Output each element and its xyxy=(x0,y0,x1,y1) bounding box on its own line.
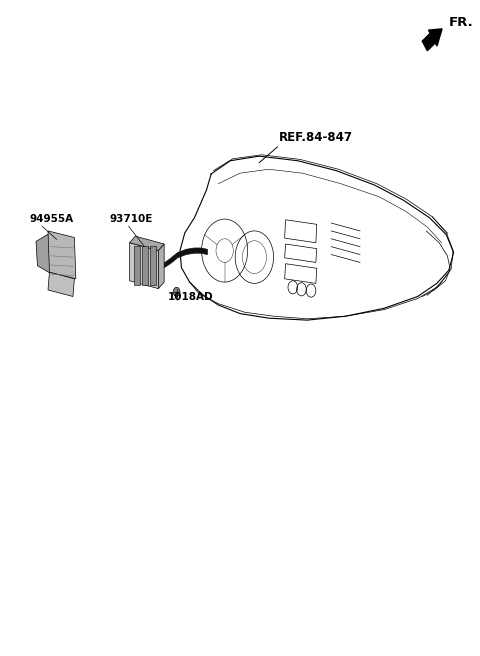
Polygon shape xyxy=(130,243,158,289)
Polygon shape xyxy=(134,246,140,285)
Polygon shape xyxy=(163,248,207,268)
Text: 93710E: 93710E xyxy=(109,215,153,224)
Polygon shape xyxy=(48,272,74,297)
Polygon shape xyxy=(142,246,148,285)
Polygon shape xyxy=(150,246,156,285)
Text: 1018AD: 1018AD xyxy=(168,292,214,302)
Circle shape xyxy=(173,287,180,297)
FancyArrow shape xyxy=(422,29,442,51)
Text: FR.: FR. xyxy=(449,16,474,30)
Polygon shape xyxy=(48,231,76,279)
Polygon shape xyxy=(158,244,164,289)
Text: REF.84-847: REF.84-847 xyxy=(278,131,352,144)
Polygon shape xyxy=(130,236,164,251)
Polygon shape xyxy=(36,233,52,274)
Text: 94955A: 94955A xyxy=(30,215,74,224)
